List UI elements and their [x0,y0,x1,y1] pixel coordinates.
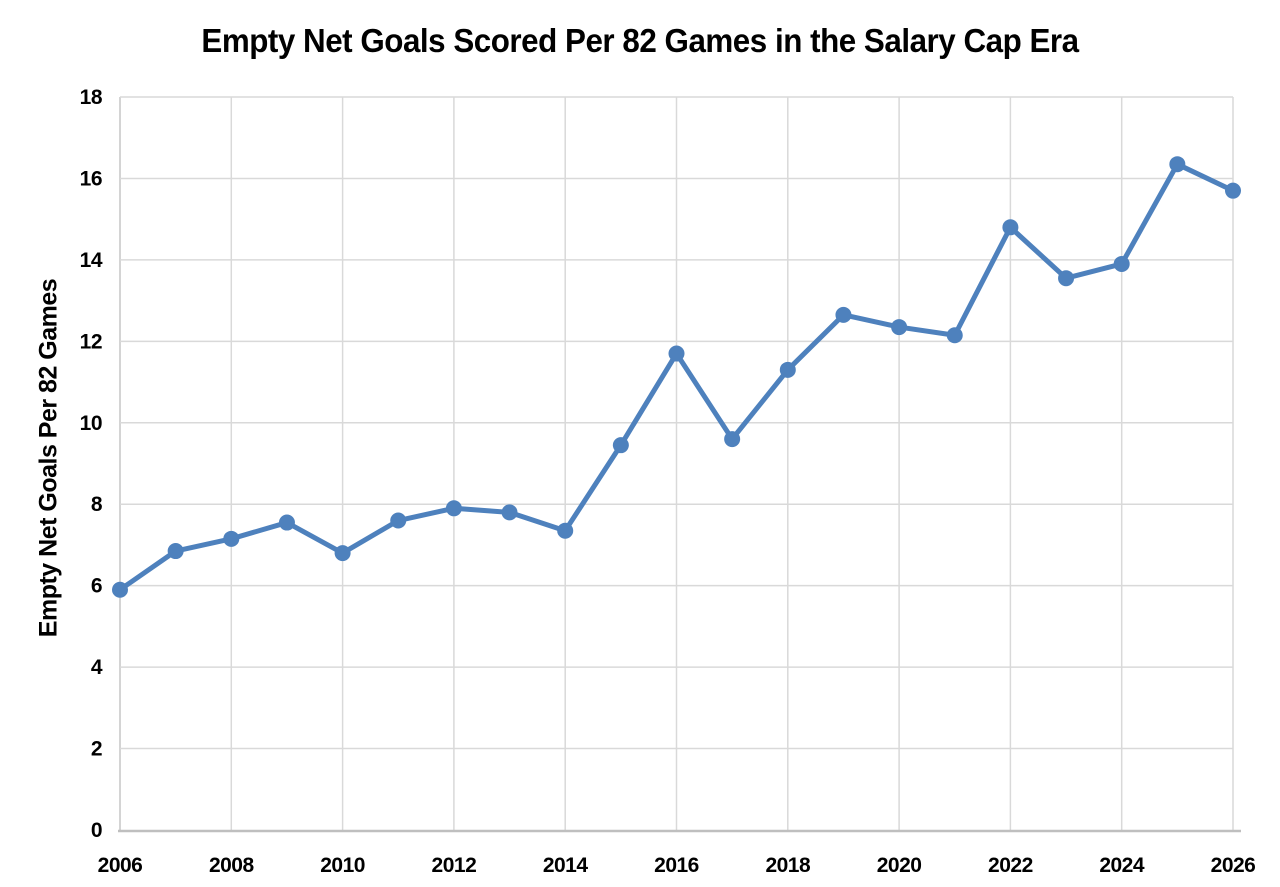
x-tick-label: 2008 [209,854,255,877]
data-point [835,306,852,323]
y-tick-label: 6 [91,575,102,598]
data-point [112,581,128,598]
data-point [278,514,295,531]
y-tick-label: 8 [91,493,103,516]
data-point [1002,219,1019,236]
y-tick-label: 18 [80,86,103,109]
x-tick-label: 2024 [1099,854,1145,877]
data-point [612,437,629,454]
x-tick-label: 2014 [543,854,589,877]
data-point [501,504,518,521]
data-point [891,319,908,336]
x-tick-label: 2012 [432,854,477,877]
x-tick-label: 2022 [988,854,1033,877]
y-tick-label: 14 [80,249,103,272]
x-tick-label: 2006 [98,854,143,877]
data-point [1225,182,1241,199]
data-point [724,431,741,448]
data-point [668,345,685,362]
y-tick-label: 16 [80,167,102,190]
data-point [946,327,963,344]
y-tick-label: 10 [80,412,102,435]
data-point [390,512,407,529]
data-point [557,522,574,539]
data-point [334,545,351,562]
x-tick-label: 2026 [1211,854,1256,877]
data-point [167,543,184,560]
x-tick-label: 2020 [877,854,922,877]
x-tick-label: 2016 [654,854,699,877]
x-tick-label: 2010 [320,854,365,877]
data-point [223,530,240,547]
data-point [779,361,796,378]
data-point [445,500,462,517]
data-point [1169,156,1186,173]
chart-title: Empty Net Goals Scored Per 82 Games in t… [201,22,1079,59]
y-tick-label: 4 [91,656,103,679]
y-tick-label: 12 [80,330,102,353]
x-tick-label: 2018 [765,854,811,877]
y-tick-label: 0 [91,819,102,842]
y-tick-label: 2 [91,738,102,761]
data-point [1113,255,1130,272]
data-point [1058,270,1075,287]
